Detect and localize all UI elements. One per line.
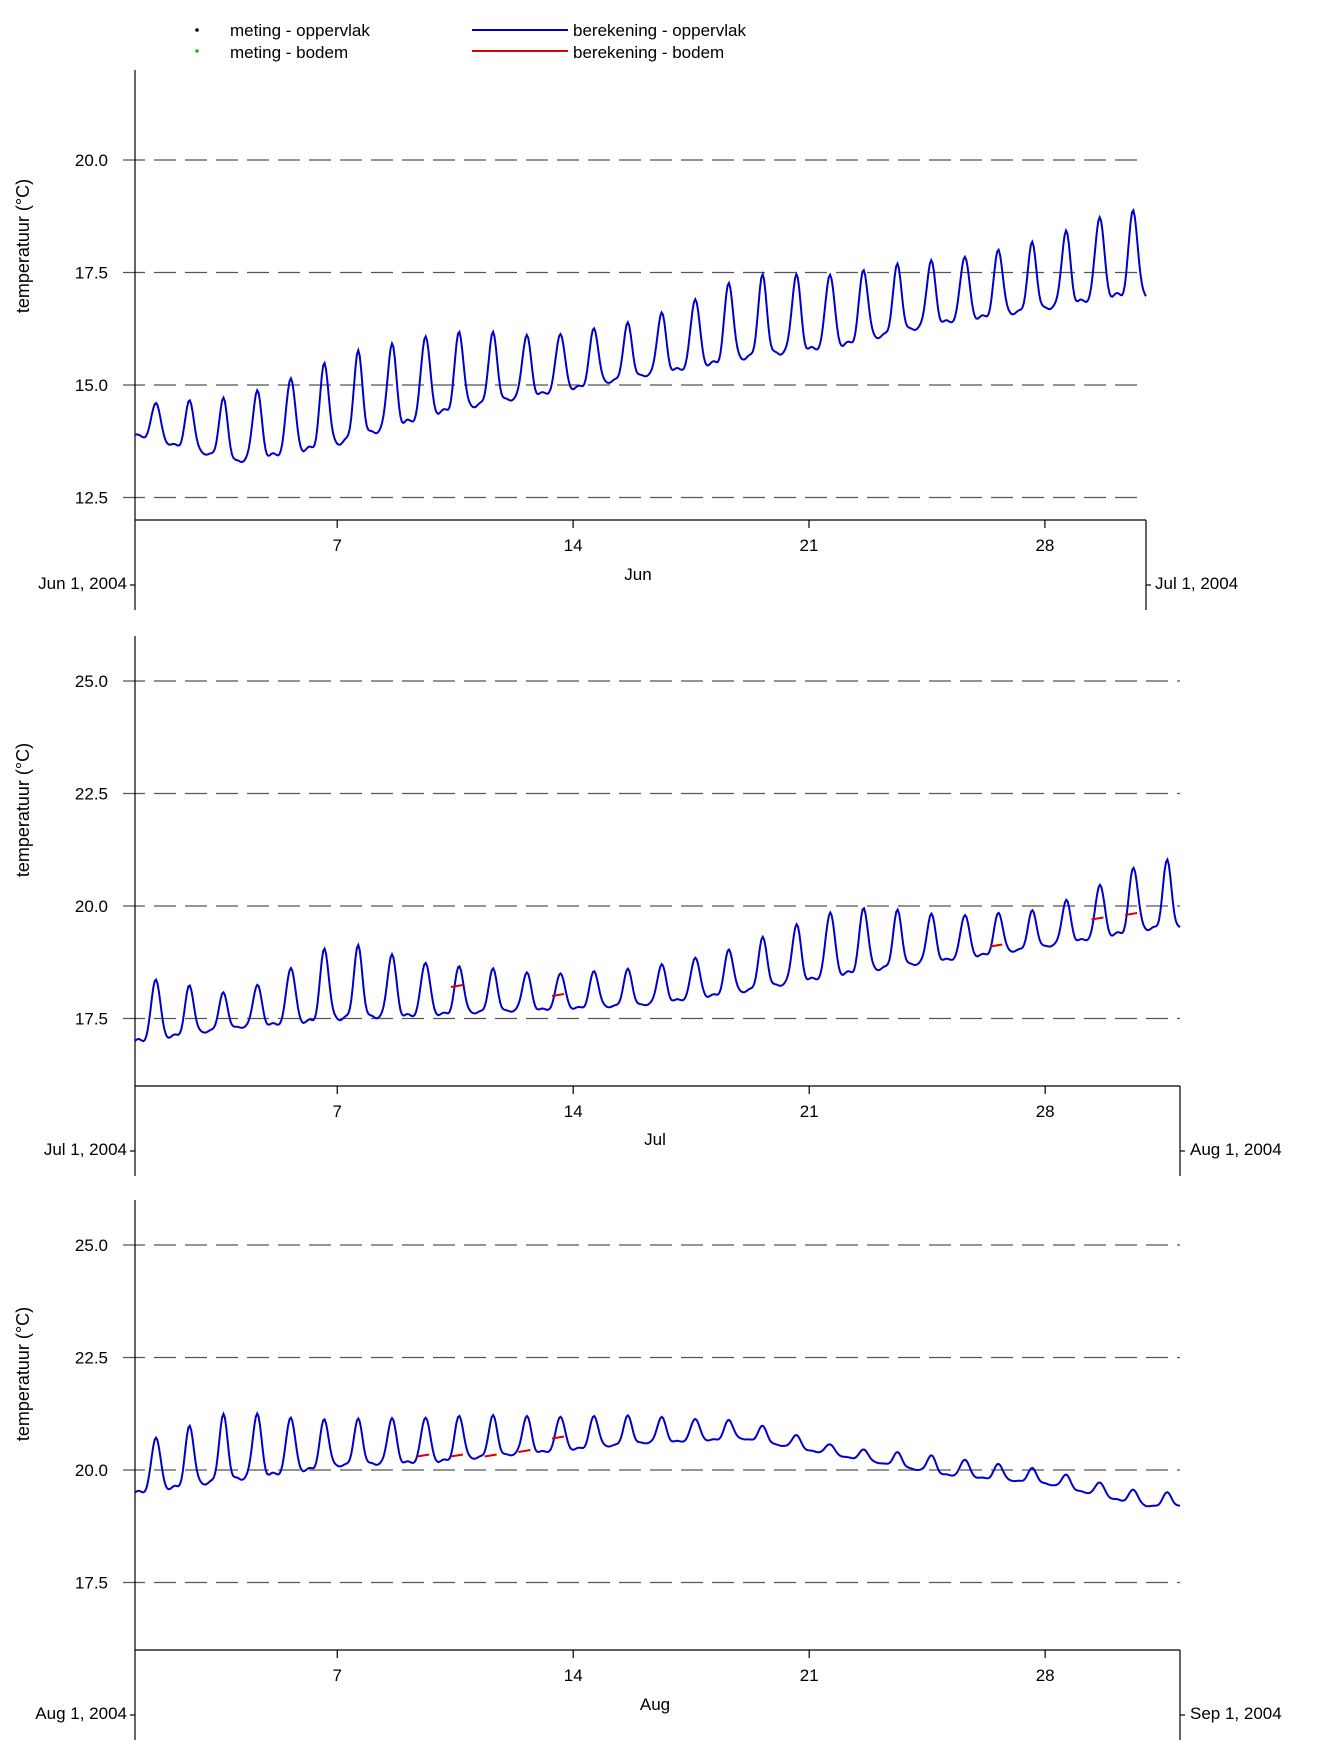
x-axis-start-label: Jul 1, 2004: [44, 1140, 127, 1159]
legend-marker-meting-bodem: [195, 49, 199, 53]
series-segment-berekening-bodem: [417, 1453, 430, 1458]
y-axis-title: temperatuur (°C): [13, 743, 33, 877]
series-segment-berekening-bodem: [990, 943, 1003, 948]
y-axis-title: temperatuur (°C): [13, 179, 33, 313]
x-axis-end-label: Aug 1, 2004: [1190, 1140, 1282, 1159]
chart-panel-august: temperatuur (°C) Aug Aug 1, 2004 Sep 1, …: [13, 1200, 1282, 1740]
x-axis-month-label: Aug: [640, 1695, 670, 1714]
x-tick-label: 28: [1035, 536, 1054, 555]
series-segment-berekening-bodem: [551, 993, 565, 997]
legend-item-meting-bodem: meting - bodem: [195, 43, 348, 62]
x-axis-start-label: Aug 1, 2004: [35, 1704, 127, 1723]
y-tick-label: 20.0: [75, 151, 108, 170]
series-line-berekening-oppervlak: [134, 1411, 1181, 1508]
series-segment-berekening-bodem: [450, 1453, 464, 1458]
y-tick-label: 15.0: [75, 376, 108, 395]
x-tick-label: 7: [333, 1666, 342, 1685]
x-tick-label: 21: [800, 536, 819, 555]
y-tick-label: 17.5: [75, 1574, 108, 1593]
x-tick-label: 7: [333, 1102, 342, 1121]
x-axis-month-label: Jun: [624, 565, 651, 584]
x-tick-label: 28: [1036, 1102, 1055, 1121]
y-tick-label: 20.0: [75, 1461, 108, 1480]
x-tick-label: 21: [800, 1102, 819, 1121]
y-tick-label: 25.0: [75, 1236, 108, 1255]
y-tick-label: 17.5: [75, 264, 108, 283]
x-tick-label: 14: [564, 1666, 583, 1685]
legend-item-meting-oppervlak: meting - oppervlak: [195, 21, 370, 40]
chart-panel-june: temperatuur (°C) Jun Jun 1, 2004 Jul 1, …: [13, 70, 1238, 610]
legend-label: berekening - bodem: [573, 43, 724, 62]
series-line-berekening-oppervlak: [134, 208, 1147, 464]
series-segment-berekening-bodem: [1124, 912, 1138, 916]
x-axis-end-label: Jul 1, 2004: [1155, 574, 1238, 593]
x-tick-label: 14: [564, 536, 583, 555]
y-tick-label: 17.5: [75, 1010, 108, 1029]
x-tick-label: 7: [332, 536, 341, 555]
legend-label: meting - oppervlak: [230, 21, 370, 40]
x-axis-month-label: Jul: [644, 1130, 666, 1149]
legend-marker-meting-oppervlak: [195, 28, 199, 32]
y-tick-label: 12.5: [75, 489, 108, 508]
legend-item-berekening-bodem: berekening - bodem: [472, 43, 724, 62]
y-tick-label: 20.0: [75, 897, 108, 916]
y-tick-label: 25.0: [75, 672, 108, 691]
x-axis-end-label: Sep 1, 2004: [1190, 1704, 1282, 1723]
x-tick-label: 14: [564, 1102, 583, 1121]
series-segment-berekening-bodem: [484, 1453, 497, 1458]
x-tick-label: 21: [800, 1666, 819, 1685]
legend-label: berekening - oppervlak: [573, 21, 746, 40]
legend-label: meting - bodem: [230, 43, 348, 62]
chart-panel-july: temperatuur (°C) Jul Jul 1, 2004 Aug 1, …: [13, 636, 1282, 1176]
series-line-berekening-oppervlak: [134, 856, 1181, 1043]
y-tick-label: 22.5: [75, 785, 108, 804]
x-tick-label: 28: [1036, 1666, 1055, 1685]
legend: meting - oppervlak meting - bodem bereke…: [195, 21, 746, 62]
series-segment-berekening-bodem: [518, 1449, 531, 1453]
y-tick-label: 22.5: [75, 1349, 108, 1368]
y-axis-title: temperatuur (°C): [13, 1307, 33, 1441]
series-segment-berekening-bodem: [450, 984, 464, 988]
series-segment-berekening-bodem: [1091, 916, 1104, 921]
legend-item-berekening-oppervlak: berekening - oppervlak: [472, 21, 746, 40]
series-segment-berekening-bodem: [551, 1435, 565, 1440]
x-axis-start-label: Jun 1, 2004: [38, 574, 127, 593]
